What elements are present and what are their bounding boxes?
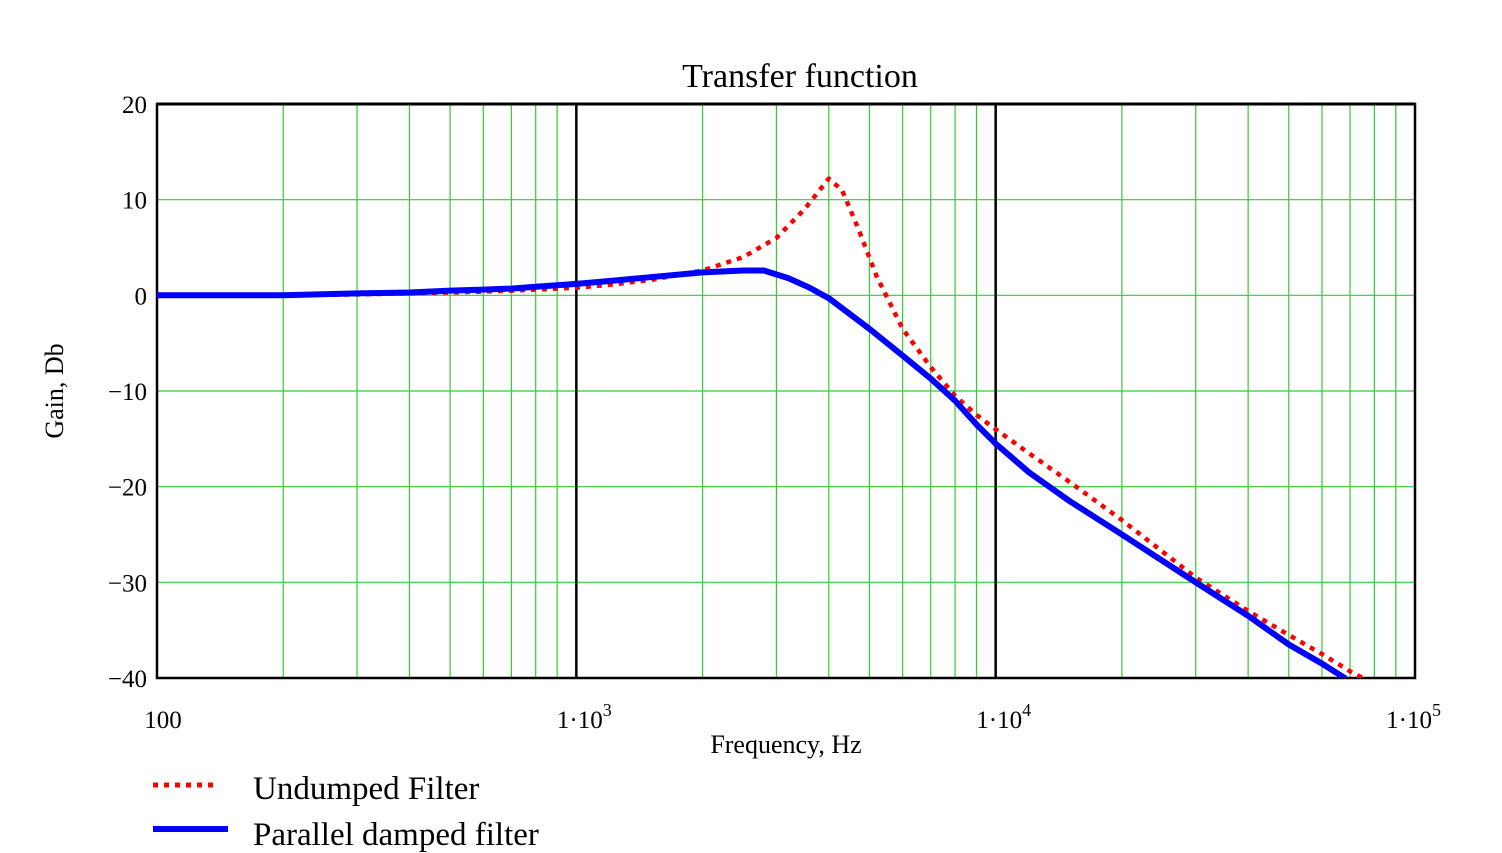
y-tick-label: −10 [108,379,147,406]
y-tick-label: −30 [108,570,147,597]
major-gridlines [575,104,997,678]
legend: Undumped Filter Parallel damped filter [153,771,539,853]
legend-label-undumped: Undumped Filter [253,771,479,807]
x-tick-label: 100 [144,707,182,734]
x-axis-tick-labels: 100 1·103 1·104 1·105 [144,700,1441,734]
x-axis-label: Frequency, Hz [710,730,861,759]
series-layer [157,176,1364,678]
series-parallel-damped-filter-line [157,267,1348,678]
y-tick-label: 20 [122,92,147,119]
y-tick-label: 0 [135,283,148,310]
legend-label-parallel-damped: Parallel damped filter [253,817,539,853]
minor-gridlines [157,104,1415,678]
series-undumped-filter-line [157,176,1364,678]
y-axis-label: Gain, Db [40,343,69,438]
y-tick-label: −20 [108,475,147,502]
y-tick-label: −40 [108,666,147,693]
y-axis-tick-labels: 20 10 0 −10 −20 −30 −40 [108,92,147,693]
x-tick-label: 1·105 [1386,700,1441,734]
x-tick-label: 1·104 [976,700,1031,734]
y-tick-label: 10 [122,188,147,215]
x-tick-label: 1·103 [557,700,612,734]
chart-title: Transfer function [682,58,918,95]
